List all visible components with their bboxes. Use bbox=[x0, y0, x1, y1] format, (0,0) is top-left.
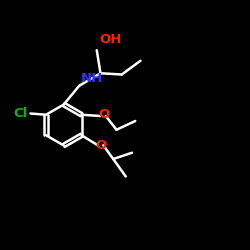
Text: O: O bbox=[96, 139, 107, 152]
Text: NH: NH bbox=[80, 72, 103, 85]
Text: OH: OH bbox=[99, 33, 122, 46]
Text: Cl: Cl bbox=[13, 107, 27, 120]
Text: O: O bbox=[98, 108, 109, 121]
